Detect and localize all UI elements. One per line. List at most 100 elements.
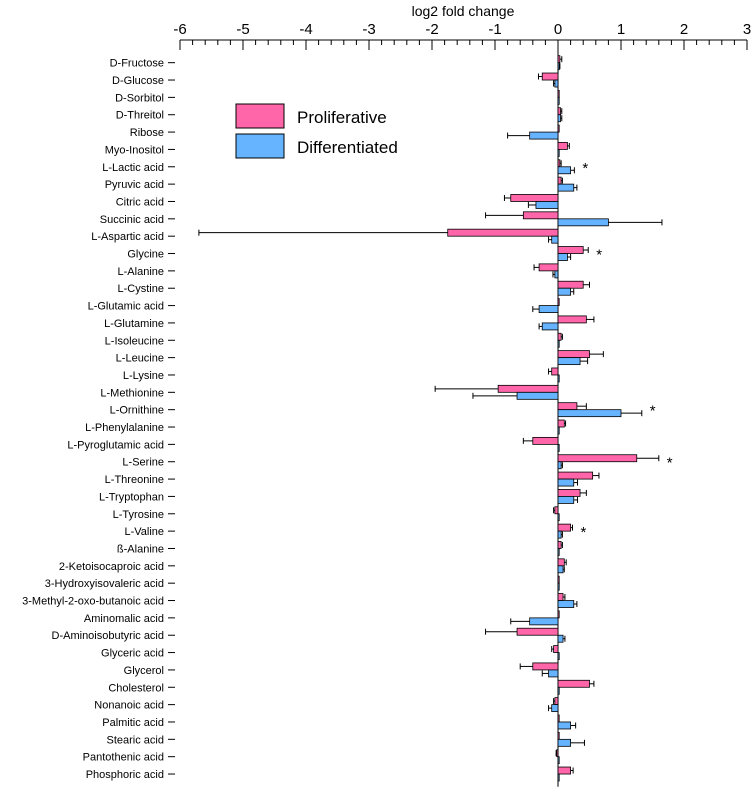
category-label: Phosphoric acid — [86, 769, 164, 781]
bar — [557, 298, 560, 306]
category-label: Glycerol — [124, 665, 164, 677]
bar — [554, 506, 559, 515]
bar — [557, 766, 572, 775]
bar — [538, 305, 559, 313]
bar — [497, 384, 559, 393]
category-label: L-Glutamic acid — [88, 301, 164, 313]
bar — [557, 541, 562, 549]
significance-marker: * — [596, 247, 602, 264]
bar — [557, 523, 572, 532]
category-label: Myo-Inositol — [105, 144, 164, 156]
bar — [557, 280, 584, 289]
bar — [553, 645, 559, 653]
category-label: 2-Ketoisocaproic acid — [59, 561, 164, 573]
bar — [510, 194, 559, 202]
bar — [557, 142, 568, 150]
bar — [557, 548, 560, 556]
bar — [522, 211, 559, 220]
category-label: L-Threonine — [105, 474, 164, 486]
bar — [557, 686, 560, 695]
category-label: Nonanoic acid — [94, 700, 164, 712]
bar — [557, 530, 562, 539]
bar — [557, 159, 561, 168]
bar — [557, 652, 560, 660]
bar — [557, 731, 560, 740]
category-label: Pyruvic acid — [105, 179, 164, 191]
bar — [557, 496, 575, 504]
bar — [557, 166, 572, 175]
significance-marker: * — [650, 403, 656, 420]
category-label: Ribose — [130, 127, 164, 139]
category-label: D-Fructose — [110, 58, 164, 70]
category-label: Aminomalic acid — [84, 613, 164, 625]
bar — [538, 263, 559, 272]
bar — [557, 679, 590, 688]
bar — [557, 357, 581, 366]
bar — [557, 402, 578, 411]
bar — [557, 721, 572, 730]
significance-marker: * — [667, 455, 673, 472]
bar — [557, 287, 572, 296]
category-label: 3-Methyl-2-oxo-butanoic acid — [22, 596, 164, 608]
x-tick-label: -5 — [236, 21, 249, 38]
bar — [541, 322, 559, 331]
bar — [557, 593, 564, 601]
x-tick-label: 1 — [617, 21, 625, 38]
bar — [557, 114, 561, 123]
bar — [557, 756, 560, 765]
x-tick-label: -2 — [425, 21, 438, 38]
category-label: L-Cystine — [118, 283, 164, 295]
bar — [557, 565, 564, 574]
bar — [532, 436, 559, 445]
bar — [557, 426, 560, 435]
bar — [556, 749, 559, 758]
bar — [557, 773, 560, 782]
bar — [557, 107, 561, 116]
legend-label-proliferative: Proliferative — [297, 108, 387, 127]
significance-marker: * — [580, 524, 586, 541]
x-tick-label: 3 — [743, 21, 751, 38]
category-label: L-Aspartic acid — [91, 231, 164, 243]
bar — [557, 471, 594, 480]
category-label: D-Threitol — [116, 110, 164, 122]
bar — [557, 124, 560, 133]
bar — [557, 454, 638, 463]
bar — [557, 332, 562, 341]
x-tick-label: -3 — [362, 21, 375, 38]
bar — [557, 62, 560, 71]
bar — [529, 131, 559, 140]
category-label: Glycine — [127, 249, 164, 261]
x-tick-label: -1 — [488, 21, 501, 38]
category-label: Pantothenic acid — [83, 752, 164, 764]
category-label: Palmitic acid — [102, 717, 164, 729]
bar — [548, 669, 559, 678]
x-tick-label: 2 — [680, 21, 688, 38]
category-label: Glyceric acid — [101, 648, 164, 660]
category-label: L-Lactic acid — [102, 162, 164, 174]
x-tick-label: 0 — [554, 21, 562, 38]
bar — [557, 714, 560, 723]
bar — [557, 409, 622, 418]
bar — [557, 339, 560, 348]
category-label: L-Leucine — [116, 353, 164, 365]
bar — [532, 662, 559, 671]
category-label: L-Alanine — [118, 266, 164, 278]
bar — [551, 235, 559, 244]
category-label: D-Glucose — [112, 75, 164, 87]
bar — [557, 246, 584, 254]
bar — [557, 738, 572, 747]
bar — [551, 704, 559, 713]
category-label: L-Pyroglutamic acid — [67, 439, 164, 451]
category-label: L-Glutamine — [104, 318, 164, 330]
category-label: L-Ornithine — [110, 405, 164, 417]
significance-layer: * * * * * — [580, 160, 672, 541]
category-label: L-Lysine — [123, 370, 164, 382]
bar — [516, 391, 559, 400]
category-label: D-Sorbitol — [115, 92, 164, 104]
bar — [557, 89, 560, 98]
bar — [557, 478, 575, 487]
legend: Proliferative Differentiated — [235, 103, 398, 159]
bar — [554, 79, 559, 88]
bar — [557, 513, 560, 522]
bar — [535, 201, 559, 209]
